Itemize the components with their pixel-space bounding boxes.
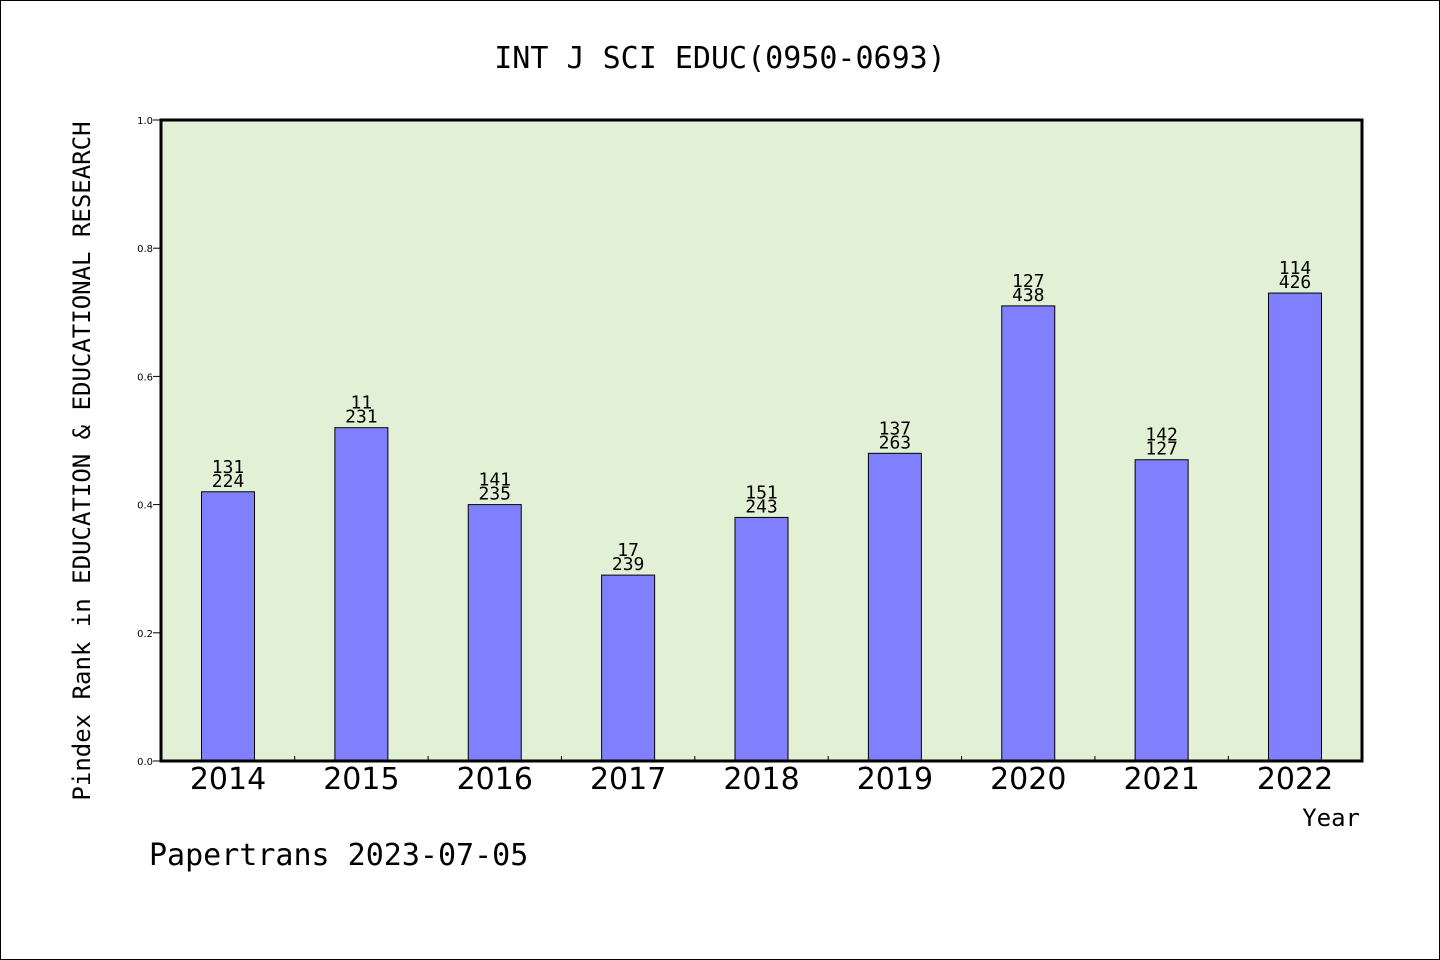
- data-label-bottom: 235: [478, 484, 511, 505]
- data-label-bottom: 127: [1145, 439, 1178, 460]
- data-label-bottom: 243: [745, 496, 778, 517]
- data-label-bottom: 224: [212, 471, 245, 492]
- data-labels-group: 1312241123114123517239151243137263127438…: [212, 258, 1312, 575]
- x-tick-label: 2022: [1257, 762, 1333, 797]
- data-label-bottom: 263: [879, 432, 912, 453]
- data-label-top: 142: [1145, 425, 1178, 446]
- y-tick-label: 0.0: [137, 757, 153, 768]
- y-tick-label: 0.2: [137, 629, 153, 640]
- data-label-top: 11: [351, 393, 373, 414]
- y-axis-ticks: 0.0 0.2 0.4 0.6 0.8 1.0: [137, 116, 161, 768]
- chart-title: INT J SCI EDUC(0950-0693): [494, 41, 946, 76]
- bar-2017: [601, 574, 656, 762]
- data-label-bottom: 426: [1279, 272, 1312, 293]
- data-label-top: 151: [745, 482, 778, 503]
- x-tick-label: 2018: [723, 762, 799, 797]
- data-label-top: 114: [1279, 258, 1312, 279]
- bar-2014: [201, 491, 255, 762]
- data-label-top: 141: [478, 470, 511, 491]
- x-tick-label: 2017: [590, 762, 666, 797]
- x-tick-label: 2015: [323, 762, 399, 797]
- y-tick-label: 0.6: [137, 372, 153, 383]
- x-tick-label: 2020: [990, 762, 1066, 797]
- plot-frame: [159, 118, 1364, 763]
- x-tick-label: 2021: [1123, 762, 1199, 797]
- x-tick-label: 2019: [857, 762, 933, 797]
- bars-group: [201, 292, 1322, 762]
- data-label-top: 127: [1012, 271, 1045, 292]
- x-axis-label: Year: [1302, 804, 1360, 832]
- y-tick-label: 0.4: [137, 501, 153, 512]
- x-tick-label: 2016: [457, 762, 533, 797]
- data-label-bottom: 231: [345, 407, 378, 428]
- y-tick-label: 0.8: [137, 244, 153, 255]
- x-axis-ticks: 2014 2015 2016 2017 2018 2019 2020 2021 2022: [190, 756, 1363, 797]
- data-label-bottom: 239: [612, 554, 645, 575]
- x-tick-label: 2014: [190, 762, 266, 797]
- data-label-top: 137: [879, 418, 912, 439]
- data-label-top: 17: [617, 540, 639, 561]
- bar-2020: [1001, 305, 1056, 762]
- data-label-top: 131: [212, 457, 245, 478]
- footer-text: Papertrans 2023-07-05: [149, 838, 528, 873]
- bar-2021: [1134, 459, 1189, 762]
- bar-2015: [334, 427, 389, 762]
- bar-2022: [1268, 292, 1322, 762]
- bar-2018: [734, 516, 789, 762]
- y-tick-label: 1.0: [137, 116, 153, 127]
- bar-2016: [467, 504, 522, 762]
- y-axis-label: Pindex Rank in EDUCATION & EDUCATIONAL R…: [68, 121, 96, 800]
- bar-2019: [867, 452, 922, 762]
- data-label-bottom: 438: [1012, 285, 1045, 306]
